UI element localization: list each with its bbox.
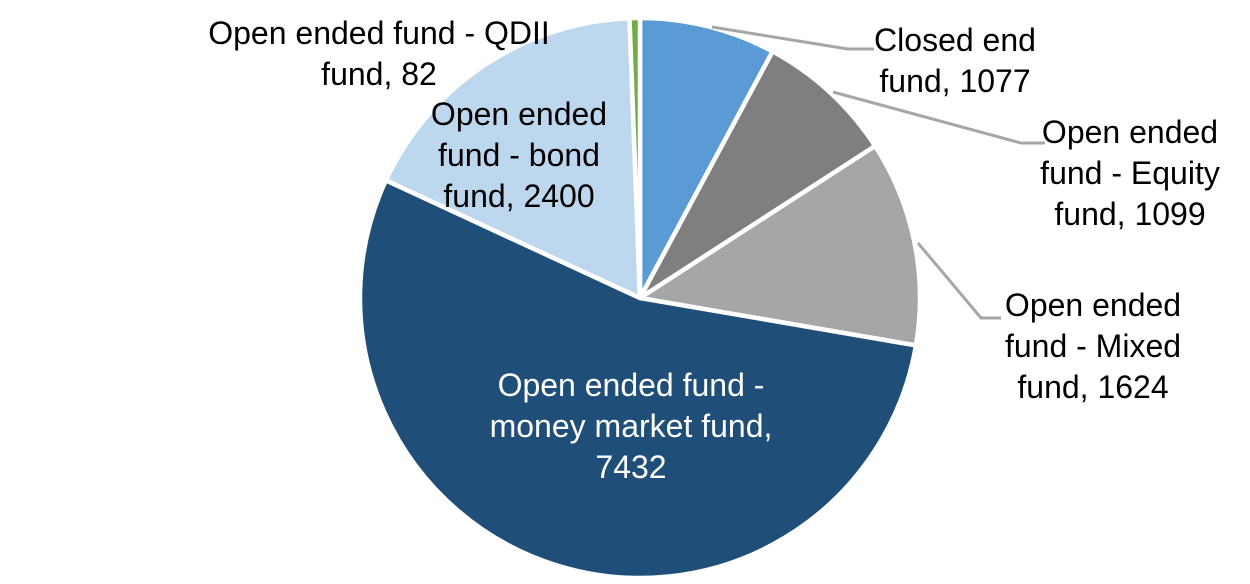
pie-slice-qdii-fund xyxy=(627,15,643,301)
data-label-line: fund - bond xyxy=(438,137,600,173)
data-label-line: fund, 1099 xyxy=(1054,196,1206,232)
data-label-money-market-fund: Open ended fund - money market fund, 743… xyxy=(421,365,841,488)
pie-slice-equity-fund xyxy=(637,49,878,301)
pie-slice-closed-end-fund xyxy=(637,15,775,301)
data-label-line: Open ended xyxy=(1041,114,1219,150)
data-label-line: fund, 2400 xyxy=(443,178,595,214)
data-label-mixed-fund: Open ended fund - Mixed fund, 1624 xyxy=(943,285,1243,408)
pie-slice-bond-fund xyxy=(383,15,643,301)
data-label-bond-fund: Open ended fund - bond fund, 2400 xyxy=(369,94,669,217)
data-label-line: fund, 1077 xyxy=(879,63,1031,99)
data-label-line: Open ended xyxy=(430,96,608,132)
leader-line xyxy=(711,25,874,51)
data-label-line: fund, 1624 xyxy=(1017,369,1169,405)
data-label-line: money market fund, xyxy=(489,408,773,444)
data-label-line: Open ended xyxy=(1004,287,1182,323)
data-label-line: fund - Equity xyxy=(1040,155,1220,191)
data-label-line: Open ended fund - QDII xyxy=(208,15,550,51)
data-label-line: Closed end xyxy=(874,22,1036,58)
pie-slice-mixed-fund xyxy=(637,143,923,348)
leader-line xyxy=(916,242,1001,320)
data-label-line: fund, 82 xyxy=(321,56,437,92)
leader-line xyxy=(832,90,1045,145)
data-label-equity-fund: Open ended fund - Equity fund, 1099 xyxy=(970,112,1250,235)
data-label-line: 7432 xyxy=(595,449,667,485)
data-label-qdii-fund: Open ended fund - QDII fund, 82 xyxy=(159,13,599,95)
data-label-line: Open ended fund - xyxy=(497,367,765,403)
data-label-line: fund - Mixed xyxy=(1004,328,1182,364)
data-label-closed-end-fund: Closed end fund, 1077 xyxy=(805,20,1105,102)
pie-slice-money-market-fund xyxy=(357,178,919,581)
